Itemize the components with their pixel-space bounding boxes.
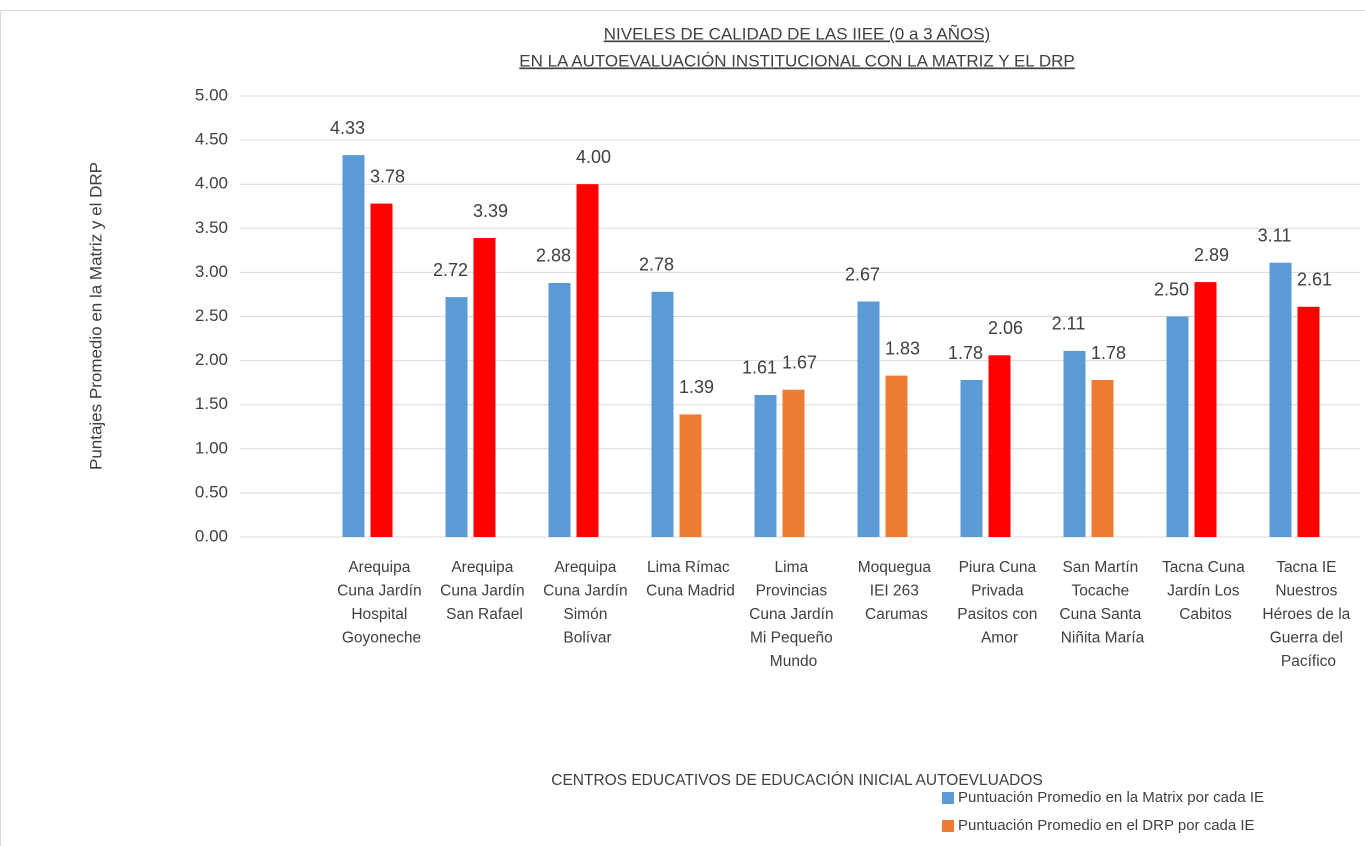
y-tick-label: 0.50 [195,482,228,501]
legend-swatch [942,820,954,832]
bar [576,184,599,537]
bar [1063,350,1086,537]
bar [1269,262,1292,537]
x-tick-label: Lima Provincias Cuna Jardín Mi Pequeño M… [749,559,838,670]
data-label: 2.61 [1297,270,1332,290]
bar [651,291,674,537]
x-tick-label: Arequipa Cuna Jardín Simón Bolívar [543,559,632,647]
bar [885,375,908,537]
bar [679,414,702,537]
chart-title: EN LA AUTOEVALUACIÓN INSTITUCIONAL CON L… [519,51,1074,70]
data-label: 2.11 [1052,314,1086,334]
legend-label: Puntuación Promedio en la Matrix por cad… [958,789,1264,806]
data-label: 2.06 [988,318,1023,338]
bar [1091,380,1114,537]
x-axis-title: CENTROS EDUCATIVOS DE EDUCACIÓN INICIAL … [551,772,1043,789]
chart-border [0,10,1365,846]
data-label: 1.83 [885,338,920,358]
chart-title: NIVELES DE CALIDAD DE LAS IIEE (0 a 3 AÑ… [604,24,990,43]
y-tick-label: 1.50 [195,394,228,413]
y-tick-label: 5.00 [195,85,228,104]
x-tick-label: San Martín Tocache Cuna Santa Niñita Mar… [1059,559,1145,647]
data-label: 2.78 [639,255,674,275]
data-label: 3.11 [1258,225,1292,245]
x-tick-label: Piura Cuna Privada Pasitos con Amor [957,559,1041,647]
bar [988,355,1011,537]
data-label: 1.67 [782,352,817,372]
data-label: 2.89 [1194,245,1229,265]
x-tick-label: Tacna Cuna Jardín Los Cabitos [1162,559,1249,623]
bar [1297,306,1320,537]
data-label: 3.78 [370,166,405,186]
data-label: 2.72 [433,260,468,280]
bar [342,155,365,537]
data-label: 4.00 [576,147,611,167]
data-label: 1.78 [948,343,983,363]
x-tick-label: Moquegua IEI 263 Carumas [858,559,936,623]
y-tick-label: 1.00 [195,438,228,457]
data-label: 2.88 [536,246,571,266]
y-tick-label: 4.50 [195,130,228,149]
data-label: 2.67 [845,264,880,284]
bar [370,203,393,537]
x-tick-label: Tacna IE Nuestros Héroes de la Guerra de… [1262,559,1354,670]
bar [782,389,805,537]
bar [857,301,880,537]
legend-label: Puntuación Promedio en el DRP por cada I… [958,817,1255,834]
x-tick-label: Lima Rímac Cuna Madrid [646,559,735,600]
y-axis-title: Puntajes Promedio en la Matriz y el DRP [86,162,105,470]
bar [1166,316,1189,537]
y-tick-label: 3.00 [195,262,228,281]
y-tick-label: 3.50 [195,218,228,237]
data-label: 1.78 [1091,343,1126,363]
x-tick-label: Arequipa Cuna Jardín Hospital Goyoneche [337,559,426,647]
bar [548,282,571,537]
bar [1194,282,1217,537]
y-tick-label: 0.00 [195,526,228,545]
bar [754,394,777,537]
bar [960,380,983,537]
legend-swatch [942,792,954,804]
x-tick-label: Arequipa Cuna Jardín San Rafael [440,559,529,623]
y-tick-label: 4.00 [195,174,228,193]
data-label: 2.50 [1154,279,1189,299]
data-label: 1.61 [742,358,777,378]
bar [445,297,468,537]
data-label: 4.33 [330,118,365,138]
bar [473,238,496,537]
data-label: 1.39 [679,377,714,397]
data-label: 3.39 [473,201,508,221]
y-tick-label: 2.00 [195,350,228,369]
y-tick-label: 2.50 [195,306,228,325]
